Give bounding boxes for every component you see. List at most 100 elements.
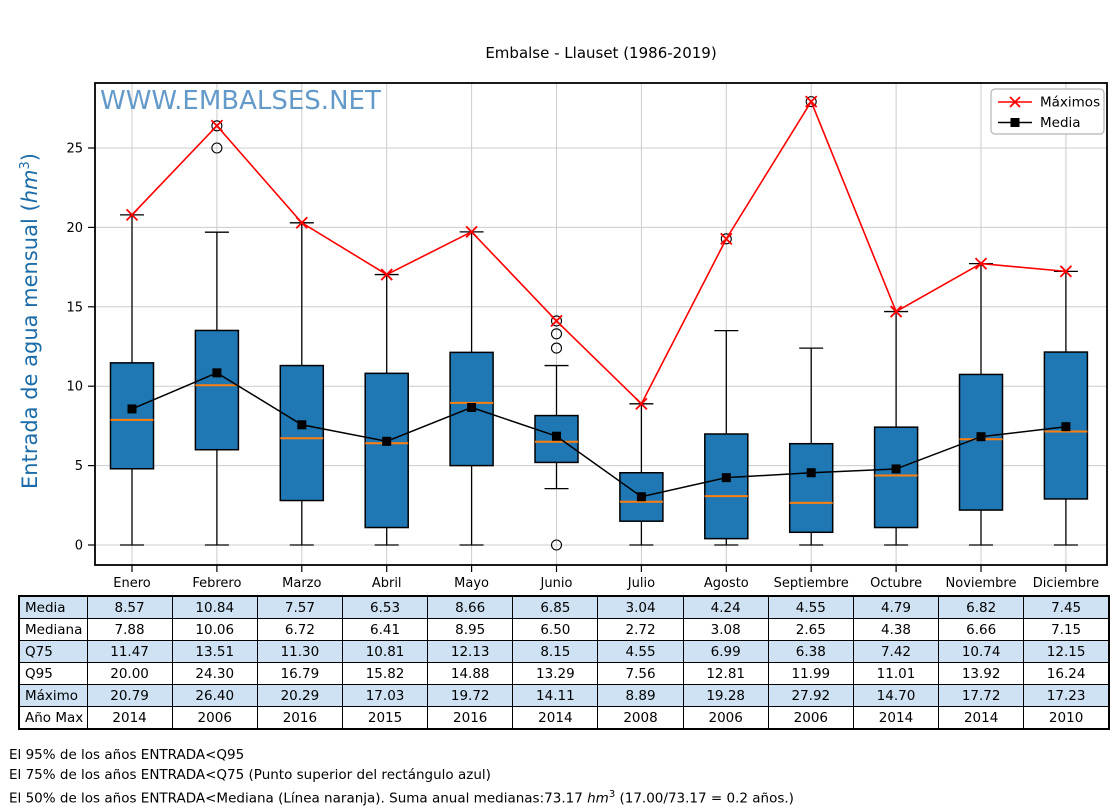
table-cell: 16.24 xyxy=(1023,662,1110,685)
table-cell: 10.84 xyxy=(171,595,258,619)
media-marker xyxy=(1061,422,1071,432)
x-tick-label: Octubre xyxy=(870,576,922,591)
y-tick-label: 15 xyxy=(66,300,83,315)
table-cell: 6.50 xyxy=(512,618,599,641)
table-cell: 14.70 xyxy=(852,684,940,707)
table-cell: 7.15 xyxy=(1023,618,1110,641)
table-cell: 2010 xyxy=(1023,706,1110,730)
table-cell: 26.40 xyxy=(171,684,258,707)
table-cell: 6.41 xyxy=(341,618,429,641)
outlier-circle xyxy=(805,96,817,108)
media-line xyxy=(131,372,1066,498)
table-cell: 6.85 xyxy=(512,595,599,619)
statistics-table: Media 8.57 10.84 7.57 6.53 8.66 6.85 3.04 4.24 4.… xyxy=(18,595,1110,730)
table-cell: 8.66 xyxy=(427,595,514,619)
table-cell: 6.53 xyxy=(341,595,429,619)
outlier-circle xyxy=(211,142,223,154)
table-cell: 11.99 xyxy=(767,662,854,685)
table-cell: 13.51 xyxy=(171,640,258,663)
table-cell: 6.82 xyxy=(938,595,1025,619)
x-tick-label: Marzo xyxy=(282,576,321,591)
maximos-marker xyxy=(1059,265,1073,278)
table-cell: 6.72 xyxy=(256,618,343,641)
table-cell: 7.56 xyxy=(597,662,684,685)
table-cell: 11.47 xyxy=(86,640,173,663)
footnote-line: El 75% de los años ENTRADA<Q75 (Punto su… xyxy=(9,766,491,783)
box-iqr xyxy=(109,362,155,470)
table-cell: 2016 xyxy=(256,706,343,730)
table-cell: 4.38 xyxy=(852,618,940,641)
x-tick-label: Julio xyxy=(627,576,655,591)
table-cell: 11.30 xyxy=(256,640,343,663)
box-iqr xyxy=(279,364,325,502)
footnote-line: El 95% de los años ENTRADA<Q95 xyxy=(9,747,245,763)
table-cell: 27.92 xyxy=(767,684,854,707)
legend-media-marker xyxy=(1010,118,1020,127)
y-tick-label: 25 xyxy=(66,142,83,157)
table-cell: 20.00 xyxy=(86,662,173,685)
box-iqr xyxy=(449,351,494,467)
maximos-marker xyxy=(974,257,988,270)
table-row: Año Max 2014 2006 2016 2015 2016 2014 2008 2006 2… xyxy=(18,706,1110,730)
table-cell: 8.89 xyxy=(597,684,684,707)
row-label: Q75 xyxy=(18,640,88,663)
table-cell: 7.45 xyxy=(1023,595,1110,619)
media-marker xyxy=(891,464,901,474)
table-cell: 15.82 xyxy=(341,662,429,685)
table-cell: 2014 xyxy=(512,706,599,730)
outlier-circle xyxy=(550,539,563,551)
box-iqr xyxy=(364,372,409,529)
table-row: Mediana 7.88 10.06 6.72 6.41 8.95 6.50 2.72 3.08… xyxy=(18,618,1110,641)
table-cell: 8.15 xyxy=(512,640,599,663)
maximos-line xyxy=(131,99,1066,406)
table-cell: 6.66 xyxy=(938,618,1025,641)
table-cell: 4.55 xyxy=(767,595,854,619)
table-cell: 10.74 xyxy=(938,640,1025,663)
x-tick-label: Junio xyxy=(540,576,573,591)
maximos-marker xyxy=(295,216,308,229)
box-iqr xyxy=(704,433,749,540)
maximos-marker xyxy=(550,314,563,328)
media-marker xyxy=(636,492,646,502)
row-label: Q95 xyxy=(18,662,88,685)
table-cell: 2014 xyxy=(852,706,940,730)
table-cell: 14.11 xyxy=(512,684,599,707)
outlier-circle xyxy=(550,342,563,354)
y-tick-label: 0 xyxy=(75,539,83,554)
table-cell: 17.23 xyxy=(1023,684,1110,707)
table-cell: 2015 xyxy=(341,706,429,730)
table-cell: 4.55 xyxy=(597,640,684,663)
table-cell: 20.79 xyxy=(86,684,173,707)
table-cell: 17.03 xyxy=(341,684,429,707)
table-cell: 6.38 xyxy=(767,640,854,663)
media-marker xyxy=(806,468,816,478)
maximos-marker xyxy=(210,119,224,132)
legend-maximos-marker xyxy=(1009,96,1021,108)
table-row: Media 8.57 10.84 7.57 6.53 8.66 6.85 3.04 4.24 4.… xyxy=(18,595,1110,619)
table-cell: 2016 xyxy=(427,706,514,730)
maximos-marker xyxy=(635,397,648,410)
box-iqr xyxy=(788,442,834,534)
footnotes: El 95% de los años ENTRADA<Q95 El 75% de … xyxy=(9,746,794,809)
x-tick-label: Enero xyxy=(113,576,151,591)
media-marker xyxy=(721,473,731,483)
table-cell: 24.30 xyxy=(171,662,258,685)
x-tick-label: Diciembre xyxy=(1033,576,1099,591)
maximos-marker xyxy=(805,95,818,108)
legend-maximos-label: Máximos xyxy=(1040,95,1100,111)
media-marker xyxy=(382,436,392,446)
watermark: WWW.EMBALSES.NET xyxy=(100,86,381,116)
media-marker xyxy=(467,402,477,412)
y-tick-label: 5 xyxy=(75,459,83,474)
table-cell: 2008 xyxy=(597,706,684,730)
chart-title: Embalse - Llauset (1986-2019) xyxy=(485,44,717,62)
table-cell: 13.29 xyxy=(512,662,599,685)
maximos-marker xyxy=(889,305,903,318)
table-cell: 8.95 xyxy=(427,618,514,641)
row-label: Mediana xyxy=(18,618,88,641)
media-marker xyxy=(127,404,137,414)
y-tick-label: 20 xyxy=(66,221,83,236)
outlier-circle xyxy=(550,315,563,327)
legend-media-label: Media xyxy=(1040,115,1081,131)
table-cell: 7.88 xyxy=(86,618,173,641)
